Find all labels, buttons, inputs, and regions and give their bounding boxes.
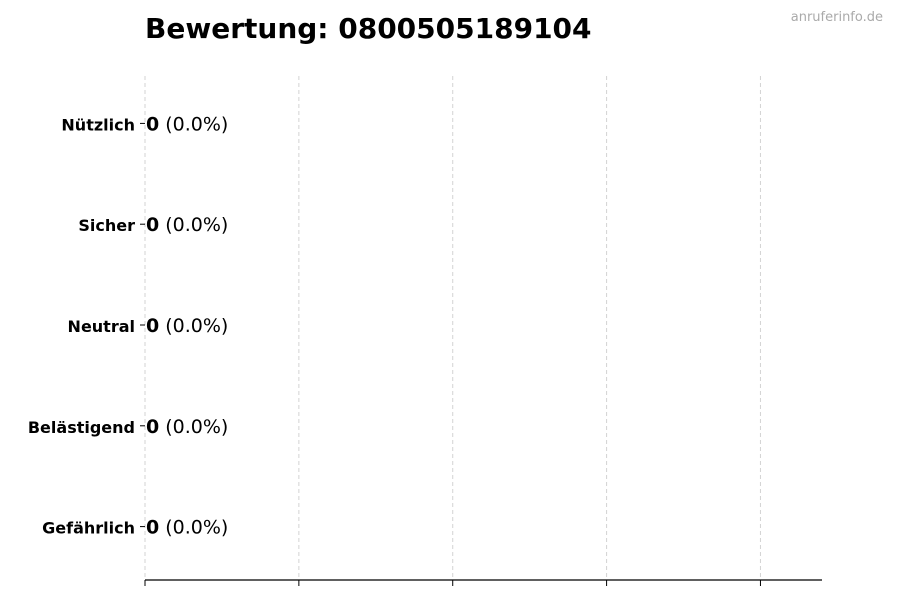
- data-label-count: 0: [146, 517, 159, 539]
- chart-title: Bewertung: 0800505189104: [145, 12, 592, 45]
- data-label-count: 0: [146, 416, 159, 438]
- data-label-count: 0: [146, 214, 159, 236]
- data-label-percent: (0.0%): [165, 315, 228, 337]
- data-label-percent: (0.0%): [165, 517, 228, 539]
- category-label: Gefährlich: [42, 519, 135, 538]
- category-label: Belästigend: [28, 418, 135, 437]
- data-label-count: 0: [146, 315, 159, 337]
- data-label-percent: (0.0%): [165, 416, 228, 438]
- data-label-percent: (0.0%): [165, 214, 228, 236]
- watermark: anruferinfo.de: [790, 10, 883, 25]
- data-label: 0 (0.0%): [146, 113, 228, 135]
- category-label: Neutral: [68, 317, 135, 336]
- data-label: 0 (0.0%): [146, 315, 228, 337]
- data-label: 0 (0.0%): [146, 517, 228, 539]
- data-label: 0 (0.0%): [146, 214, 228, 236]
- data-label: 0 (0.0%): [146, 416, 228, 438]
- data-label-count: 0: [146, 113, 159, 135]
- category-label: Nützlich: [61, 115, 135, 134]
- category-label: Sicher: [78, 216, 135, 235]
- data-label-percent: (0.0%): [165, 113, 228, 135]
